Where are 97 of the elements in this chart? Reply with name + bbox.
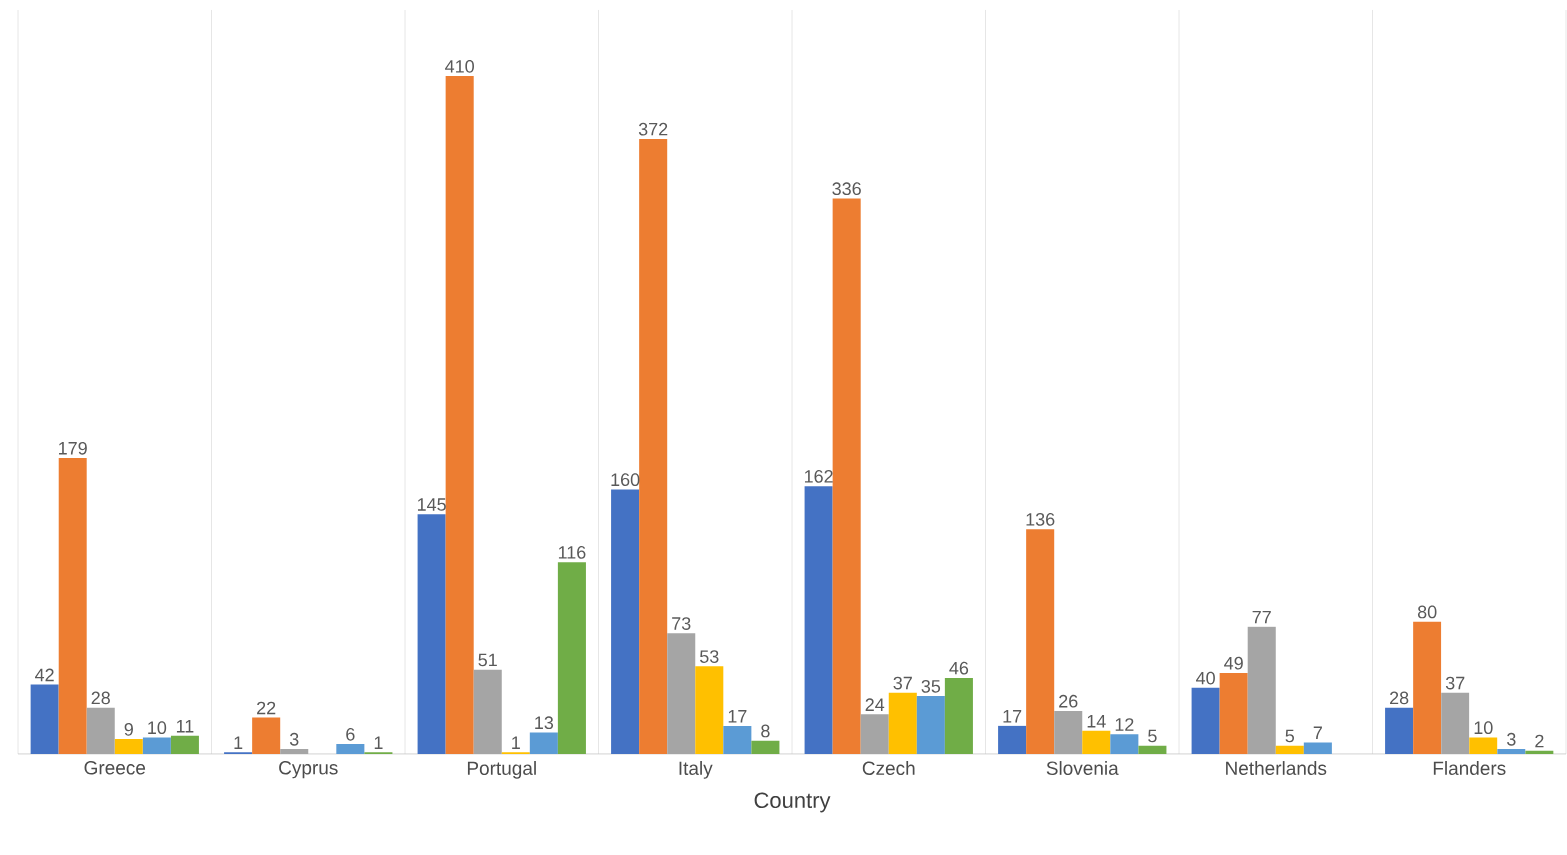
bar — [944, 677, 973, 754]
data-label: 13 — [535, 716, 554, 730]
data-label: 40 — [1196, 671, 1215, 685]
data-label: 17 — [1003, 710, 1022, 723]
bar — [1497, 749, 1526, 754]
bar — [860, 714, 889, 754]
bar — [723, 725, 752, 754]
data-label: 14 — [1087, 715, 1106, 728]
bar — [529, 732, 558, 754]
bar — [1219, 672, 1248, 754]
bar — [1303, 742, 1332, 754]
data-label: 26 — [1059, 694, 1078, 708]
data-label: 179 — [59, 441, 87, 455]
x-tick-label: Portugal — [467, 761, 536, 779]
data-label: 24 — [865, 698, 885, 711]
bar — [695, 666, 724, 754]
bar — [1082, 730, 1111, 754]
data-label: 145 — [417, 498, 446, 511]
data-label: 53 — [700, 650, 719, 663]
data-label: 37 — [1445, 676, 1465, 690]
bar — [336, 744, 365, 754]
bar — [30, 684, 59, 754]
bar — [58, 458, 87, 754]
bar — [86, 707, 115, 754]
bar — [1247, 626, 1276, 754]
bar — [280, 749, 309, 754]
bar — [1413, 621, 1442, 754]
bar — [170, 735, 199, 754]
data-label: 49 — [1224, 656, 1243, 670]
bar — [417, 514, 446, 754]
x-tick-label: Cyprus — [279, 761, 338, 779]
data-label: 22 — [257, 701, 276, 715]
bar — [1441, 692, 1470, 754]
data-label: 5 — [1148, 729, 1157, 743]
bar — [1054, 711, 1083, 754]
data-label: 35 — [921, 679, 941, 693]
bar — [832, 198, 861, 754]
x-tick-label: Italy — [679, 761, 713, 779]
bar — [473, 669, 502, 754]
data-label: 73 — [672, 617, 691, 630]
data-label: 2 — [1535, 734, 1544, 748]
x-tick-label: Flanders — [1433, 761, 1506, 776]
bar — [1275, 745, 1304, 754]
bar — [1191, 687, 1220, 754]
data-label: 28 — [91, 691, 110, 705]
data-label: 9 — [124, 722, 133, 736]
data-label: 136 — [1026, 512, 1055, 526]
x-tick-label: Slovenia — [1046, 761, 1119, 776]
x-tick-label: Netherlands — [1226, 761, 1327, 776]
data-label: 410 — [445, 59, 474, 73]
data-label: 1 — [512, 736, 520, 749]
bar — [445, 76, 474, 754]
bar — [888, 692, 917, 754]
bar — [611, 489, 640, 754]
bar — [1469, 737, 1498, 754]
bar — [667, 633, 696, 754]
x-tick-label: Czech — [862, 761, 915, 776]
bar — [639, 138, 668, 754]
bar — [804, 486, 833, 754]
data-label: 80 — [1417, 605, 1437, 619]
data-label: 372 — [638, 122, 668, 136]
x-tick-label: Greece — [84, 761, 146, 775]
bar — [114, 739, 143, 754]
bar — [1138, 745, 1167, 754]
bar — [998, 725, 1027, 754]
data-label: 11 — [176, 720, 194, 733]
data-label: 116 — [558, 546, 586, 559]
data-label: 10 — [148, 721, 167, 735]
data-label: 3 — [1507, 732, 1516, 746]
bar — [1110, 734, 1139, 754]
bar — [1026, 529, 1055, 754]
data-label: 46 — [949, 661, 969, 675]
bar — [252, 717, 281, 754]
data-label: 42 — [35, 668, 54, 682]
data-label: 162 — [804, 469, 833, 483]
data-label: 8 — [761, 724, 770, 738]
data-label: 17 — [728, 710, 747, 723]
data-label: 336 — [832, 182, 861, 196]
data-label: 10 — [1474, 721, 1493, 735]
bar — [916, 696, 945, 754]
x-axis-title: Country — [754, 792, 831, 813]
bar — [1525, 750, 1554, 754]
bar — [142, 737, 171, 754]
data-label: 12 — [1115, 718, 1134, 731]
data-label: 1 — [374, 736, 383, 749]
data-label: 37 — [893, 676, 912, 690]
bar — [1385, 707, 1414, 754]
data-label: 51 — [478, 653, 497, 667]
data-label: 1 — [234, 736, 243, 749]
data-label: 7 — [1313, 726, 1322, 740]
data-label: 3 — [289, 732, 299, 746]
bar — [557, 562, 586, 754]
data-label: 6 — [346, 727, 355, 741]
data-label: 77 — [1252, 610, 1271, 624]
data-label: 5 — [1285, 729, 1295, 743]
bar — [751, 740, 780, 754]
data-label: 28 — [1390, 691, 1409, 705]
